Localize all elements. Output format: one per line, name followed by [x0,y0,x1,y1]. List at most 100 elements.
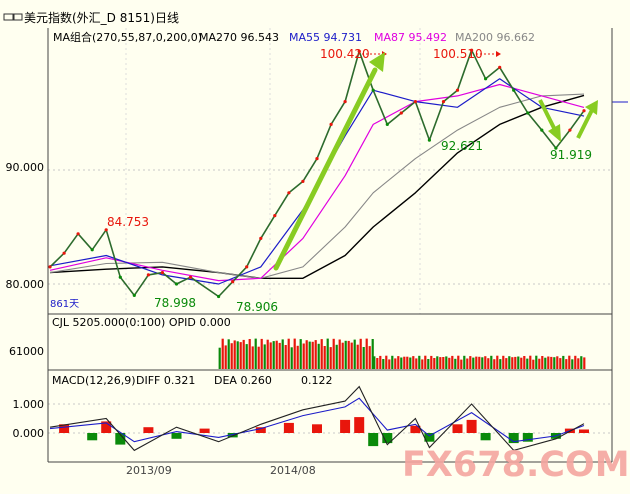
volume-bar [388,359,391,369]
volume-bar [514,356,517,369]
volume-bar [454,358,457,369]
price-point [526,111,530,115]
macd-histogram-bar [382,433,393,444]
macd-histogram-bar [466,419,477,433]
volume-bar [487,358,490,369]
price-point [273,214,277,218]
macd-tick-1: 1.000 [13,398,45,411]
volume-bar [287,338,290,369]
macd-histogram [59,417,589,447]
volume-bar [359,338,362,369]
volume-bar [335,344,338,369]
volume-bar [317,343,320,369]
volume-bar [445,356,448,369]
date-label-2014-08: 2014/08 [270,464,316,477]
price-point [287,191,291,195]
volume-bar [502,355,505,369]
price-point [540,128,544,132]
macd-histogram-bar [579,429,589,433]
menu-icon[interactable] [3,13,23,21]
annotation-low-92-621: 92.621 [441,139,483,153]
volume-bar [517,356,520,369]
volume-bar [430,355,433,369]
macd-histogram-bar [59,424,70,433]
price-series-lines [48,48,586,299]
volume-bar [233,340,236,369]
rebound-arrow [576,100,598,139]
volume-header: CJL 5205.000(0:100) OPID 0.000 [52,316,231,329]
volume-bar [227,339,230,369]
volume-bar [538,358,541,369]
volume-bar [376,358,379,369]
volume-bar [397,356,400,369]
macd-histogram-bar [452,424,463,433]
annotation-low-78-906: 78.906 [236,300,278,314]
volume-bar [529,355,532,369]
volume-bar [254,338,257,369]
volume-bar [427,359,430,369]
volume-bar [353,339,356,369]
volume-bar [406,356,409,369]
annotation-low-78-998: 78.998 [154,296,196,310]
volume-bar [523,356,526,369]
volume-bar [329,347,332,369]
macd-histogram-bar [283,422,294,433]
volume-bar [568,355,571,369]
volume-bar [293,338,296,369]
volume-bar [469,356,472,369]
volume-bar [481,357,484,369]
macd-histogram-bar [115,433,126,445]
price-point [231,280,235,284]
price-tick-80: 80.000 [6,278,45,291]
price-point [385,122,389,126]
price-point [245,265,249,269]
cursor-days-label: 861天 [50,299,79,310]
macd-histogram-bar [480,433,491,441]
volume-bar [526,358,529,369]
macd-diff-value: DIFF 0.321 [136,374,195,387]
price-point [554,146,558,150]
watermark-logo: FX678.COM [402,445,630,485]
volume-bar [556,356,559,369]
volume-bar [472,357,475,369]
price-point [132,293,136,297]
volume-bar [505,358,508,369]
volume-bar [242,339,245,369]
dotted-arrow-right [476,51,501,57]
legend-ma270: MA270 96.543 [199,31,279,44]
volume-bar [433,358,436,369]
volume-bar [311,341,314,369]
volume-bar [547,356,550,369]
volume-bar [308,341,311,369]
volume-bar [508,356,511,369]
volume-bar [550,356,553,369]
volume-bar [284,345,287,369]
price-point [217,294,221,299]
volume-bar [347,340,350,369]
macd-histogram-bar [171,433,182,439]
volume-bar [409,357,412,369]
macd-tick-0: 0.000 [13,427,45,440]
volume-bar [251,346,254,369]
volume-bar [350,342,353,369]
volume-bar [583,357,586,369]
volume-bar [463,355,466,369]
volume-bar [553,357,556,369]
volume-bar [403,356,406,369]
volume-bar [275,340,278,369]
macd-header-name: MACD(12,26,9) [52,374,136,387]
annotation-peak-84-753: 84.753 [107,215,149,229]
price-point [343,100,347,104]
volume-bar [302,343,305,369]
volume-bar [544,357,547,369]
volume-bar [239,342,242,369]
volume-bar [577,358,580,369]
price-panel [48,28,612,314]
legend-ma200: MA200 96.662 [455,31,535,44]
price-point [413,100,417,104]
price-point [76,232,80,236]
volume-bar [224,345,227,369]
volume-bar [299,339,302,369]
macd-histogram-bar [227,433,238,438]
